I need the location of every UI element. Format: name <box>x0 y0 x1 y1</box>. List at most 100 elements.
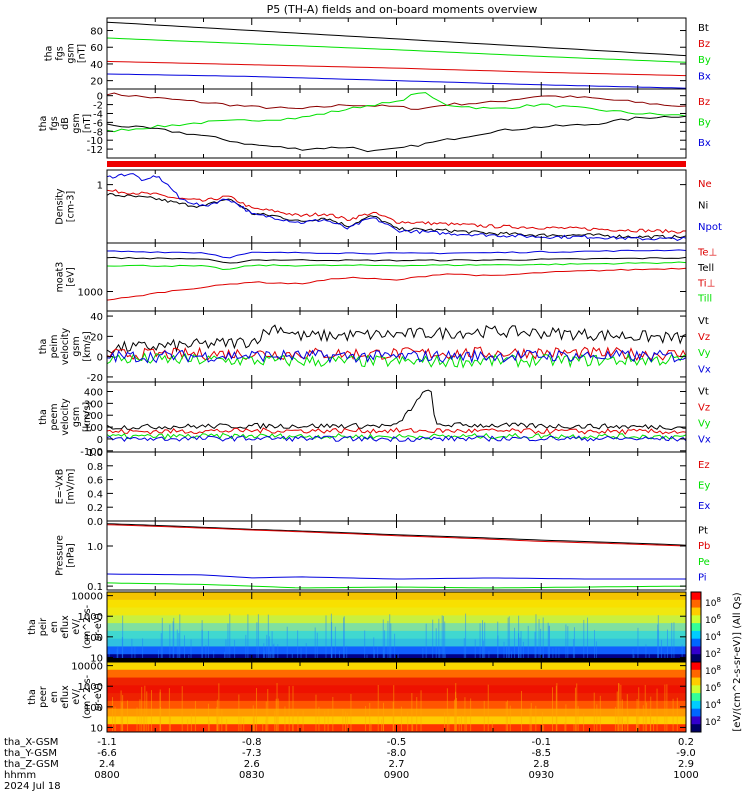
peim-velocity-frame <box>106 310 687 383</box>
efield-ylabel: [mV/m] <box>66 469 77 505</box>
density-Npot-line <box>106 173 687 241</box>
colorbar-tick-label: 106 <box>705 613 721 626</box>
peer-spectrogram-band <box>107 708 686 717</box>
peir-spectrogram-band <box>107 615 686 624</box>
fgs-mag-ylabel: tha <box>44 46 55 62</box>
colorbar-tick-label: 102 <box>705 715 721 728</box>
colorbar-peer <box>691 677 701 686</box>
temperature-legend-Till: Till <box>697 294 712 305</box>
peer-spectrogram-ylabel: en <box>49 691 60 703</box>
xaxis-tick-label: -0.1 <box>531 737 551 748</box>
fgs-dB-legend-Bx: Bx <box>698 138 711 149</box>
peer-spectrogram-ylabel: tha <box>27 689 38 705</box>
efield-frame <box>106 451 687 522</box>
xaxis-tick-label: -1.1 <box>97 737 117 748</box>
fgs-dB-legend-Bz: Bz <box>698 97 710 108</box>
peem-velocity-legend-Vt: Vt <box>698 387 709 398</box>
xaxis-tick-label: 2.4 <box>99 759 115 770</box>
chart-title: P5 (TH-A) fields and on-board moments ov… <box>267 3 538 16</box>
peem-velocity-ytick-label: 400 <box>84 387 103 398</box>
peir-spectrogram-ylabel: sr-eV) <box>93 613 104 641</box>
peer-spectrogram-band <box>107 716 686 725</box>
pressure-Pt-line <box>106 523 687 546</box>
efield-ytick-label: 0.6 <box>87 476 103 487</box>
efield-legend-Ex: Ex <box>698 501 710 512</box>
peer-spectrogram-ylabel: sr-eV) <box>93 683 104 711</box>
peim-velocity-legend-Vy: Vy <box>698 348 711 359</box>
colorbar-peir <box>691 615 701 624</box>
peer-spectrogram-ylabel: peer <box>38 686 49 708</box>
colorbar-tick-label: 104 <box>705 698 721 711</box>
xaxis-tick-label: -6.6 <box>97 748 117 759</box>
peer-spectrogram-ytick-label: 10000 <box>71 662 103 673</box>
density-legend-Npot: Npot <box>698 222 722 233</box>
density-ylabel: Density <box>55 188 66 224</box>
xaxis-tick-label: -8.0 <box>387 748 407 759</box>
peir-spectrogram-band <box>107 646 686 655</box>
peir-spectrogram-ylabel: tha <box>27 619 38 635</box>
peim-velocity-ylabel: gsm <box>71 336 82 356</box>
efield-ytick-label: 0.8 <box>87 462 103 473</box>
peim-velocity-Vt-line <box>106 324 687 354</box>
fgs-dB-Bz-line <box>106 92 687 110</box>
peim-velocity-Vx-line <box>106 349 687 364</box>
xaxis-row-label: tha_X-GSM <box>4 737 58 748</box>
temperature-Te⊥-line <box>106 249 687 259</box>
fgs-dB-ylabel: [nT] <box>82 114 93 133</box>
colorbar-peer <box>691 662 701 671</box>
peir-spectrogram-band <box>107 607 686 616</box>
xaxis-date: 2024 Jul 18 <box>4 781 61 792</box>
pressure-frame <box>106 520 687 591</box>
fgs-mag-By-line <box>106 37 687 63</box>
colorbar-peir <box>691 607 701 616</box>
peem-velocity-legend-Vz: Vz <box>698 403 710 414</box>
colorbar-peer <box>691 708 701 717</box>
temperature-ytick-label: 1000 <box>78 288 103 299</box>
density-Ne-line <box>106 189 687 234</box>
efield-ylabel: E=-VxB <box>55 469 66 504</box>
pressure-ylabel: Pressure <box>55 535 66 576</box>
peim-velocity-ylabel: peim <box>49 335 60 359</box>
colorbar-tick-label: 102 <box>705 647 721 660</box>
temperature-ylabel: [eV] <box>66 267 77 287</box>
xaxis-tick-label: -9.0 <box>676 748 696 759</box>
peem-velocity-ylabel: velocity <box>60 398 71 436</box>
colorbar-tick-label: 104 <box>705 630 721 643</box>
fgs-dB-ytick-label: -12 <box>87 145 103 156</box>
peim-velocity-legend-Vz: Vz <box>698 332 710 343</box>
efield-ytick-label: 0.4 <box>87 489 103 500</box>
peer-spectrogram-band <box>107 693 686 702</box>
peer-spectrogram-band <box>107 700 686 710</box>
peem-velocity-Vy-line <box>106 432 687 440</box>
colorbar-peir <box>691 654 701 663</box>
fgs-mag-legend-Bt: Bt <box>698 23 709 34</box>
colorbar-peer <box>691 716 701 725</box>
pressure-legend-Pi: Pi <box>698 573 707 584</box>
peim-velocity-ytick-label: 0 <box>97 353 103 364</box>
xaxis-tick-label: 1000 <box>673 770 698 781</box>
fgs-dB-ytick-label: -10 <box>87 136 103 147</box>
efield-legend-Ey: Ey <box>698 481 710 492</box>
peem-velocity-legend-Vy: Vy <box>698 419 711 430</box>
fgs-mag-ylabel: fgs <box>55 46 66 60</box>
peem-velocity-ytick-label: 100 <box>84 423 103 434</box>
fgs-mag-ylabel: gsm <box>66 43 77 63</box>
peer-spectrogram-band <box>107 669 686 679</box>
fgs-mag-Bt-line <box>106 21 687 57</box>
peem-velocity-ylabel: [km/s] <box>82 402 93 432</box>
fgs-mag-legend-Bx: Bx <box>698 71 711 82</box>
fgs-dB-ytick-label: 0 <box>97 92 103 103</box>
quality-flag-bar <box>107 161 686 167</box>
peem-velocity-ytick-label: 200 <box>84 411 103 422</box>
peim-velocity-legend-Vt: Vt <box>698 316 709 327</box>
peim-velocity-ylabel: [km/s] <box>82 331 93 361</box>
peir-spectrogram-ylabel: en <box>49 621 60 633</box>
fgs-mag-legend-Bz: Bz <box>698 39 710 50</box>
colorbar-peer-frame <box>690 661 702 733</box>
density-legend-Ni: Ni <box>698 201 708 212</box>
xaxis-row-label: tha_Y-GSM <box>4 748 57 759</box>
colorbar-peir <box>691 592 701 601</box>
temperature-Ti⊥-line <box>106 267 687 301</box>
xaxis-tick-label: 0800 <box>94 770 119 781</box>
efield-ytick-label: 1.0 <box>87 448 103 459</box>
